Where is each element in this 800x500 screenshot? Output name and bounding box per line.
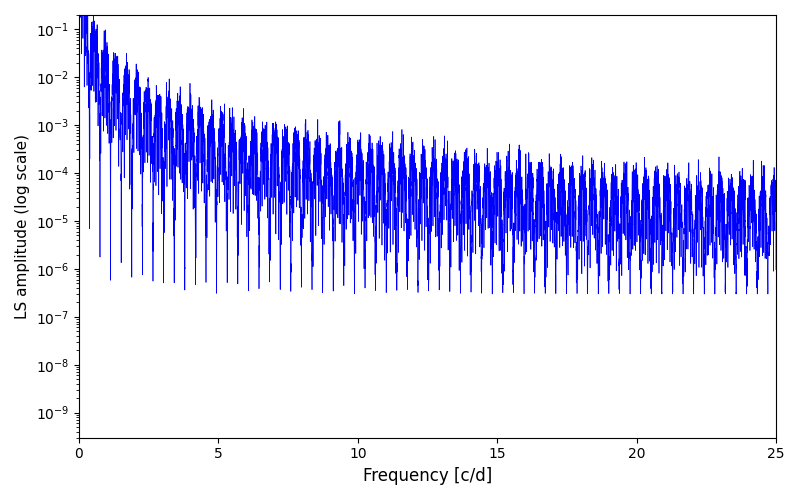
Y-axis label: LS amplitude (log scale): LS amplitude (log scale) <box>15 134 30 319</box>
X-axis label: Frequency [c/d]: Frequency [c/d] <box>363 467 492 485</box>
